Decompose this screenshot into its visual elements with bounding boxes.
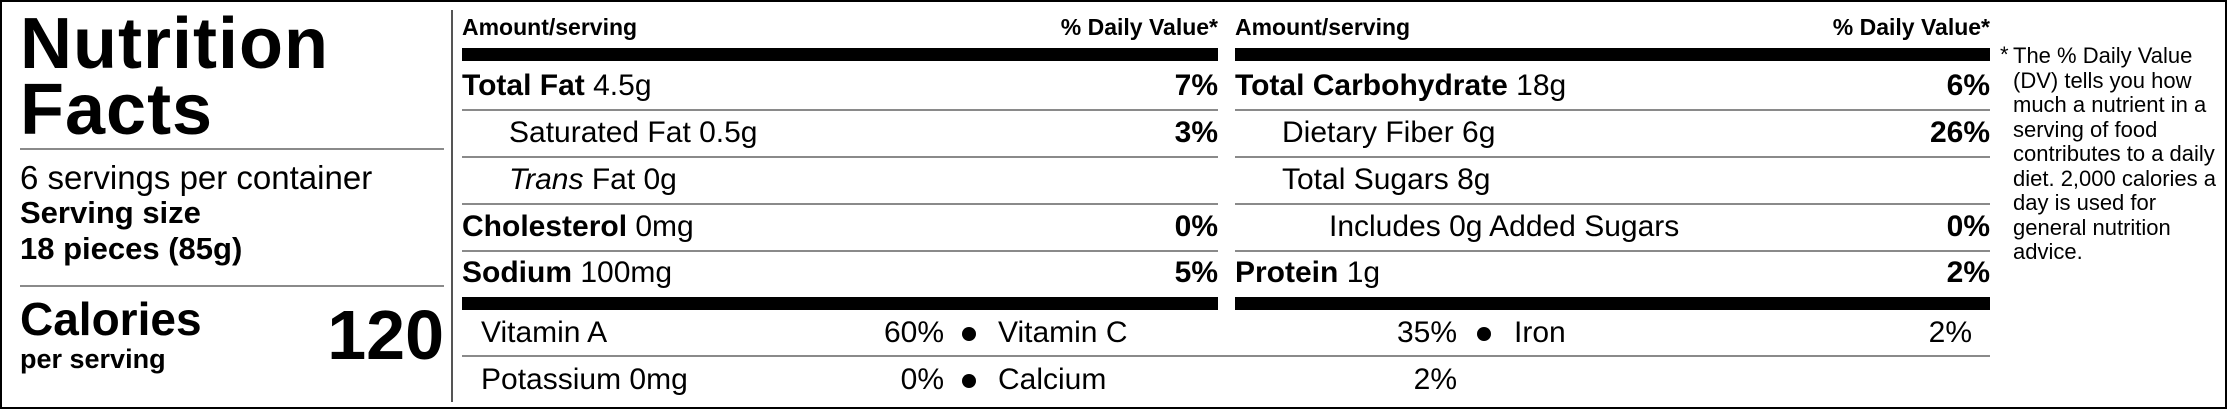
left-divider bbox=[451, 10, 453, 402]
bullet-dot bbox=[962, 327, 976, 341]
thick-bar-left-top bbox=[462, 48, 1218, 61]
cholesterol-label: Cholesterol bbox=[462, 210, 628, 243]
serving-size-label: Serving size bbox=[20, 195, 201, 230]
protein-dv: 2% bbox=[1946, 256, 1990, 289]
calcium-pct: 2% bbox=[1413, 363, 1457, 396]
cholesterol-row: Cholesterol 0mg bbox=[462, 210, 694, 244]
protein-row: Protein 1g bbox=[1235, 256, 1380, 290]
fiber-label: Dietary Fiber 6g bbox=[1282, 116, 1496, 149]
calories-label: Calories bbox=[20, 293, 202, 345]
iron-pct: 2% bbox=[1928, 316, 1972, 349]
cholesterol-dv: 0% bbox=[1174, 210, 1218, 243]
divider bbox=[1235, 156, 1990, 158]
potassium-label: Potassium 0mg bbox=[481, 363, 688, 396]
added-sugars-dv: 0% bbox=[1946, 210, 1990, 243]
divider bbox=[1235, 109, 1990, 111]
trans-fat-label-rest: Fat 0g bbox=[591, 163, 677, 196]
total-carb-amount: 18g bbox=[1516, 69, 1567, 102]
dv-header-left: % Daily Value* bbox=[1060, 14, 1218, 40]
total-fat-row: Total Fat 4.5g bbox=[462, 69, 652, 103]
divider bbox=[462, 355, 1990, 357]
thick-bar-left-bottom bbox=[462, 297, 1218, 310]
vitamin-a-pct: 60% bbox=[883, 316, 944, 349]
total-carb-row: Total Carbohydrate 18g bbox=[1235, 69, 1566, 103]
divider bbox=[1235, 203, 1990, 205]
iron-label: Iron bbox=[1514, 316, 1566, 349]
divider bbox=[462, 250, 1218, 252]
amount-header-left: Amount/serving bbox=[462, 14, 638, 40]
added-sugars-label: Includes 0g Added Sugars bbox=[1329, 210, 1680, 243]
divider bbox=[1235, 250, 1990, 252]
footnote-star: * bbox=[2000, 42, 2009, 67]
sodium-dv: 5% bbox=[1174, 256, 1218, 289]
protein-amount: 1g bbox=[1346, 256, 1381, 289]
trans-fat-label-italic: Trans bbox=[509, 163, 584, 196]
serving-divider bbox=[20, 285, 444, 287]
sat-fat-dv: 3% bbox=[1174, 116, 1218, 149]
thick-bar-right-top bbox=[1235, 48, 1990, 61]
divider bbox=[462, 156, 1218, 158]
calories-value: 120 bbox=[327, 296, 444, 374]
total-fat-label: Total Fat bbox=[462, 69, 585, 102]
vitamin-c-pct: 35% bbox=[1396, 316, 1457, 349]
title-divider bbox=[20, 148, 444, 150]
sugars-label: Total Sugars 8g bbox=[1282, 163, 1491, 196]
vitamin-a-label: Vitamin A bbox=[481, 316, 608, 349]
calcium-label: Calcium bbox=[998, 363, 1107, 396]
total-fat-amount: 4.5g bbox=[593, 69, 652, 102]
serving-size-value: 18 pieces (85g) bbox=[20, 231, 243, 266]
title-line2: Facts bbox=[20, 70, 214, 150]
calories-sub: per serving bbox=[20, 344, 166, 374]
cholesterol-amount: 0mg bbox=[635, 210, 694, 243]
protein-label: Protein bbox=[1235, 256, 1339, 289]
vitamin-c-label: Vitamin C bbox=[998, 316, 1128, 349]
total-carb-label: Total Carbohydrate bbox=[1235, 69, 1508, 102]
total-carb-dv: 6% bbox=[1946, 69, 1990, 102]
sodium-row: Sodium 100mg bbox=[462, 256, 672, 290]
sodium-amount: 100mg bbox=[580, 256, 673, 289]
bullet-dot bbox=[962, 374, 976, 388]
sat-fat-label: Saturated Fat 0.5g bbox=[509, 116, 758, 149]
thick-bar-right-bottom bbox=[1235, 297, 1990, 310]
total-fat-dv: 7% bbox=[1174, 69, 1218, 102]
footnote-text: The % Daily Value (DV) tells you how muc… bbox=[2013, 43, 2217, 264]
amount-header-right: Amount/serving bbox=[1235, 14, 1411, 40]
sodium-label: Sodium bbox=[462, 256, 572, 289]
bullet-dot bbox=[1477, 327, 1491, 341]
dv-header-right: % Daily Value* bbox=[1832, 14, 1990, 40]
servings-per-container: 6 servings per container bbox=[20, 159, 373, 196]
trans-fat-row: Trans Fat 0g bbox=[509, 163, 677, 197]
divider bbox=[462, 203, 1218, 205]
potassium-pct: 0% bbox=[900, 363, 944, 396]
divider bbox=[462, 109, 1218, 111]
title-line1: Nutrition bbox=[20, 4, 329, 84]
fiber-dv: 26% bbox=[1929, 116, 1990, 149]
